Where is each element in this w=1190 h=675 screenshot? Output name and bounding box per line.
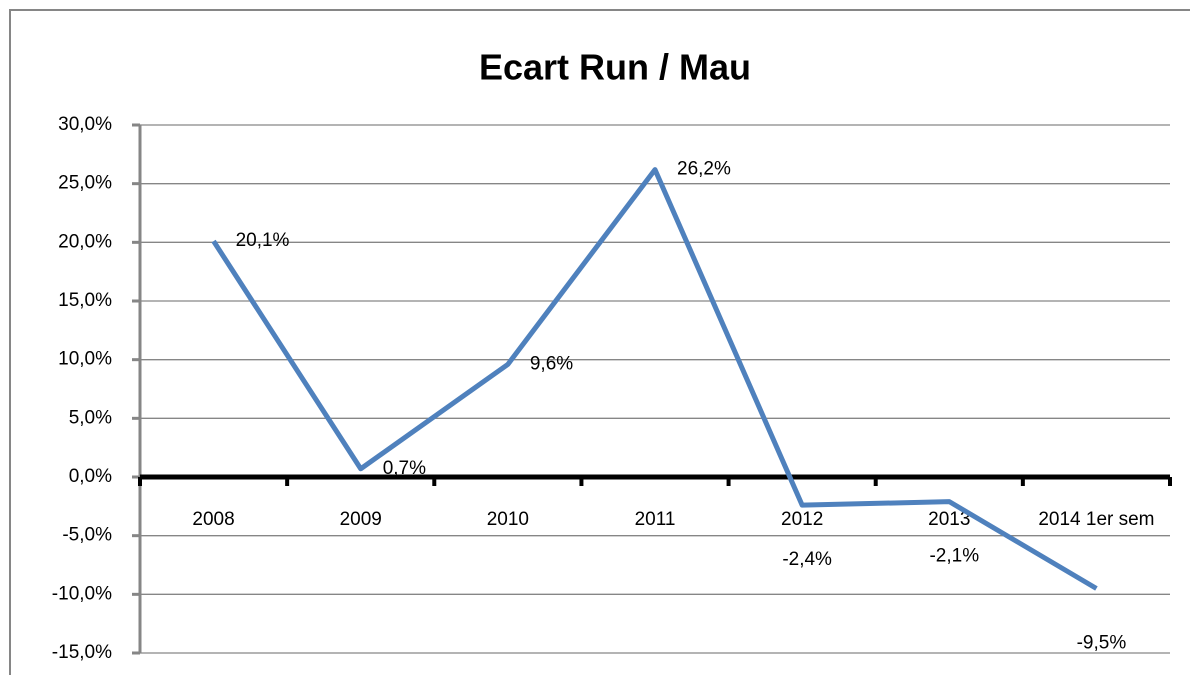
data-label: 20,1%: [236, 230, 290, 251]
x-tick-label: 2010: [487, 509, 529, 530]
y-tick-label: 25,0%: [58, 173, 112, 194]
x-tick-label: 2012: [781, 509, 823, 530]
y-tick-label: 0,0%: [69, 466, 112, 487]
x-tick-label: 2009: [340, 509, 382, 530]
data-label: 9,6%: [530, 353, 573, 374]
data-label: 26,2%: [677, 159, 731, 180]
data-label: -2,1%: [929, 546, 979, 567]
chart-frame: [9, 9, 1190, 675]
y-tick-label: 10,0%: [58, 349, 112, 370]
x-tick-label: 2011: [635, 509, 676, 530]
y-tick-label: 5,0%: [69, 407, 112, 428]
data-line: [211, 167, 1098, 591]
y-tick-label: 15,0%: [58, 290, 112, 311]
y-tick-label: -15,0%: [52, 642, 112, 663]
data-label: -2,4%: [782, 549, 832, 570]
data-label: 0,7%: [383, 458, 426, 479]
y-tick-label: -5,0%: [62, 525, 112, 546]
x-tick-label: 2008: [192, 509, 234, 530]
x-tick-label: 2014 1er sem: [1038, 509, 1154, 530]
data-label: -9,5%: [1077, 632, 1127, 653]
y-tick-label: -10,0%: [52, 583, 112, 604]
y-tick-label: 20,0%: [58, 231, 112, 252]
x-tick-label: 2013: [928, 509, 970, 530]
y-tick-label: 30,0%: [58, 114, 112, 135]
chart-title: Ecart Run / Mau: [479, 47, 751, 88]
